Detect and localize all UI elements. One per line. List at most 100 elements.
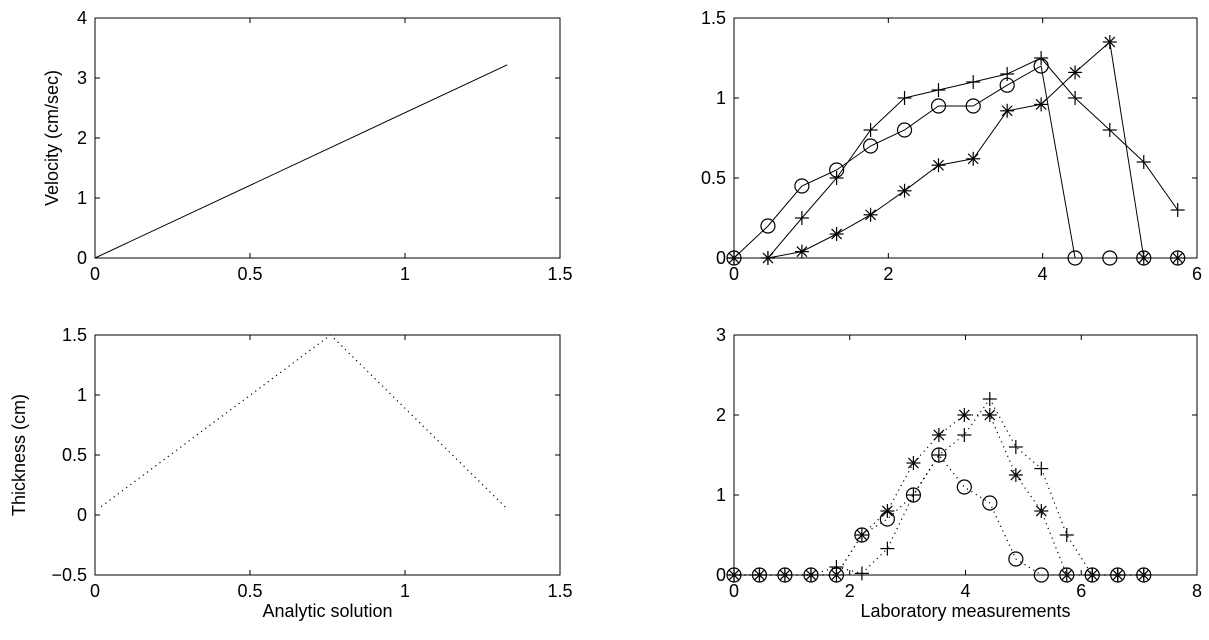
marker-star [1102,35,1117,49]
marker-plus [1068,91,1083,105]
series-line-circle [733,65,1178,259]
y-tick-label: 0.5 [62,445,87,465]
marker-star [829,568,844,582]
axes-box [733,17,1198,259]
marker-star [727,568,741,582]
y-tick-label: 2 [77,128,87,148]
marker-star [854,528,869,542]
x-tick-label: 1 [400,264,410,284]
marker-star [829,227,844,241]
x-axis-label: Analytic solution [262,601,392,621]
marker-circle [760,218,776,234]
x-tick-label: 2 [845,581,855,601]
marker-star [760,251,775,265]
marker-star [906,456,921,470]
marker-circle [896,122,913,138]
marker-star [880,504,895,518]
y-tick-label: 3 [716,325,726,345]
marker-plus [1034,51,1049,65]
x-tick-label: 0 [90,264,100,284]
marker-star [863,207,878,222]
marker-star [1170,251,1185,265]
marker-plus [1034,461,1049,476]
marker-circle [794,178,810,194]
x-tick-label: 4 [960,581,970,601]
series-line-star [734,41,1178,259]
marker-star [1068,65,1083,80]
y-tick-label: 4 [77,8,87,28]
marker-star [1034,504,1049,518]
marker-plus [931,83,946,97]
y-tick-label: −0.5 [51,565,87,585]
marker-circle [1008,551,1024,567]
x-tick-label: 0 [729,264,739,284]
marker-plus [880,541,895,556]
marker-star [727,251,741,265]
series-line-star [734,414,1144,576]
top-right-plot: 0 2 4 6 0 0.5 1 1.5 [701,8,1202,284]
marker-plus [957,428,972,442]
x-tick-label: 0.5 [237,264,262,284]
y-tick-label: 0 [716,248,726,268]
marker-circle [862,138,879,154]
x-tick-label: 8 [1192,581,1202,601]
marker-plus [1102,123,1117,137]
marker-star [897,183,912,198]
marker-star [1110,568,1125,582]
marker-star [1000,103,1015,118]
series-line-circle [734,453,1144,576]
axes-box [733,334,1198,576]
marker-star [1136,251,1151,265]
marker-circle [956,479,972,495]
marker-star [794,244,809,259]
marker-plus [966,75,981,89]
marker-star [1085,568,1100,582]
marker-plus [1008,440,1023,454]
y-tick-label: 1.5 [62,325,87,345]
y-tick-label: 0 [716,565,726,585]
marker-star [931,158,946,173]
axes-box [94,334,561,576]
x-tick-label: 6 [1076,581,1086,601]
x-tick-label: 1 [400,581,410,601]
marker-star [1034,97,1049,112]
marker-plus [829,171,844,185]
marker-star [931,428,946,442]
x-tick-label: 0.5 [237,581,262,601]
x-tick-label: 4 [1038,264,1048,284]
marker-plus [1059,528,1074,542]
marker-plus [794,211,809,225]
marker-plus [1000,67,1015,81]
y-axis-label: Velocity (cm/sec) [42,70,62,206]
marker-star [982,408,997,422]
marker-plus [906,488,921,502]
marker-circle [1102,250,1118,266]
marker-plus [1170,203,1185,217]
marker-plus [982,392,997,406]
marker-plus [854,566,869,581]
marker-star [1008,468,1023,482]
y-tick-label: 1 [716,88,726,108]
marker-star [966,151,981,166]
marker-circle [965,98,981,114]
x-tick-label: 0 [729,581,739,601]
marker-circle [1067,250,1083,266]
marker-circle [982,495,998,511]
x-tick-label: 2 [883,264,893,284]
x-tick-label: 6 [1192,264,1202,284]
x-tick-label: 1.5 [547,581,572,601]
y-tick-label: 0 [77,248,87,268]
marker-plus [931,448,946,462]
series-line-0 [100,334,508,510]
marker-star [957,408,972,422]
y-tick-label: 0.5 [701,168,726,188]
y-tick-label: 1 [77,188,87,208]
y-tick-label: 1.5 [701,8,726,28]
y-axis-label: Thickness (cm) [9,394,29,516]
marker-star [803,568,818,582]
y-tick-label: 0 [77,505,87,525]
y-tick-label: 1 [716,485,726,505]
marker-star [777,568,792,582]
